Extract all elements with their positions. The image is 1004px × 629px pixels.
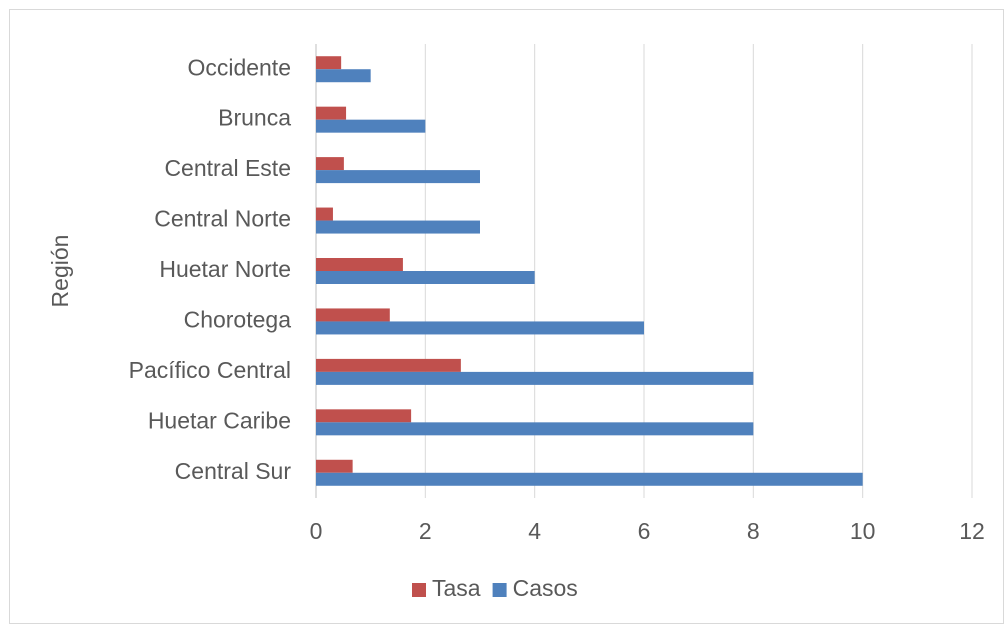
bar [316, 157, 344, 171]
bar [316, 271, 535, 284]
legend-label: Tasa [432, 575, 481, 601]
bar [316, 258, 403, 271]
chart-border [9, 9, 1004, 624]
y-tick-label: Pacífico Central [129, 357, 291, 383]
y-tick-label: Occidente [187, 54, 291, 80]
bar [316, 371, 754, 385]
bar [316, 422, 754, 436]
bar [316, 207, 333, 221]
legend-swatch [412, 583, 426, 597]
y-axis-title: Región [47, 235, 73, 308]
y-tick-label: Central Este [164, 155, 291, 181]
bar [316, 170, 480, 184]
legend-swatch [492, 583, 507, 597]
bar [316, 308, 390, 322]
bar [316, 69, 371, 83]
y-tick-label: Huetar Caribe [148, 407, 291, 433]
bar [316, 119, 426, 133]
x-tick-label: 0 [310, 518, 323, 544]
x-tick-label: 4 [528, 518, 541, 544]
legend-label: Casos [513, 575, 578, 601]
x-tick-label: 10 [850, 518, 876, 544]
bar [316, 56, 342, 70]
bar [316, 220, 480, 234]
bar [316, 472, 863, 486]
x-tick-label: 2 [419, 518, 432, 544]
bar [316, 321, 644, 335]
bar [316, 358, 461, 372]
y-tick-label: Central Sur [175, 458, 292, 484]
y-tick-label: Huetar Norte [159, 256, 291, 282]
y-tick-label: Central Norte [154, 206, 291, 232]
x-tick-label: 8 [747, 518, 760, 544]
bar [316, 409, 412, 423]
y-tick-label: Chorotega [184, 307, 292, 333]
bar [316, 459, 353, 473]
y-tick-label: Brunca [218, 105, 291, 131]
bar [316, 106, 347, 120]
x-tick-label: 12 [959, 518, 985, 544]
x-tick-label: 6 [638, 518, 651, 544]
